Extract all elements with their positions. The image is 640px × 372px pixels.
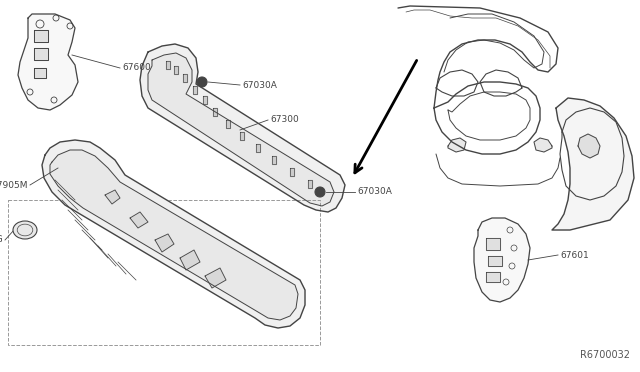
Polygon shape xyxy=(290,168,294,176)
Text: 67030A: 67030A xyxy=(357,187,392,196)
Polygon shape xyxy=(240,132,244,140)
Ellipse shape xyxy=(13,221,37,239)
Polygon shape xyxy=(34,30,48,42)
Polygon shape xyxy=(34,68,46,78)
Polygon shape xyxy=(488,256,502,266)
Polygon shape xyxy=(42,140,305,328)
Polygon shape xyxy=(486,238,500,250)
Polygon shape xyxy=(183,74,187,82)
Polygon shape xyxy=(130,212,148,228)
Polygon shape xyxy=(534,138,552,152)
Polygon shape xyxy=(50,150,298,320)
Text: 67601: 67601 xyxy=(560,250,589,260)
Polygon shape xyxy=(18,14,78,110)
Circle shape xyxy=(197,77,207,87)
Polygon shape xyxy=(256,144,260,152)
Polygon shape xyxy=(174,66,178,74)
Polygon shape xyxy=(578,134,600,158)
Polygon shape xyxy=(272,156,276,164)
Polygon shape xyxy=(140,44,345,212)
Polygon shape xyxy=(155,234,174,252)
Text: 67905M: 67905M xyxy=(0,180,28,189)
Text: 67600: 67600 xyxy=(122,64,151,73)
Polygon shape xyxy=(203,96,207,104)
Text: 67030A: 67030A xyxy=(242,80,277,90)
Polygon shape xyxy=(148,53,334,206)
Polygon shape xyxy=(34,48,48,60)
Text: 67100G: 67100G xyxy=(0,235,3,244)
Polygon shape xyxy=(308,180,312,188)
Polygon shape xyxy=(193,86,197,94)
Polygon shape xyxy=(226,120,230,128)
Polygon shape xyxy=(180,250,200,270)
Polygon shape xyxy=(552,98,634,230)
Polygon shape xyxy=(474,218,530,302)
Text: 67300: 67300 xyxy=(270,115,299,125)
Polygon shape xyxy=(105,190,120,204)
Polygon shape xyxy=(213,108,217,116)
Polygon shape xyxy=(486,272,500,282)
Polygon shape xyxy=(448,138,466,152)
Polygon shape xyxy=(166,61,170,69)
Bar xyxy=(8,200,320,345)
Text: R6700032: R6700032 xyxy=(580,350,630,360)
Polygon shape xyxy=(205,268,226,288)
Circle shape xyxy=(315,187,325,197)
